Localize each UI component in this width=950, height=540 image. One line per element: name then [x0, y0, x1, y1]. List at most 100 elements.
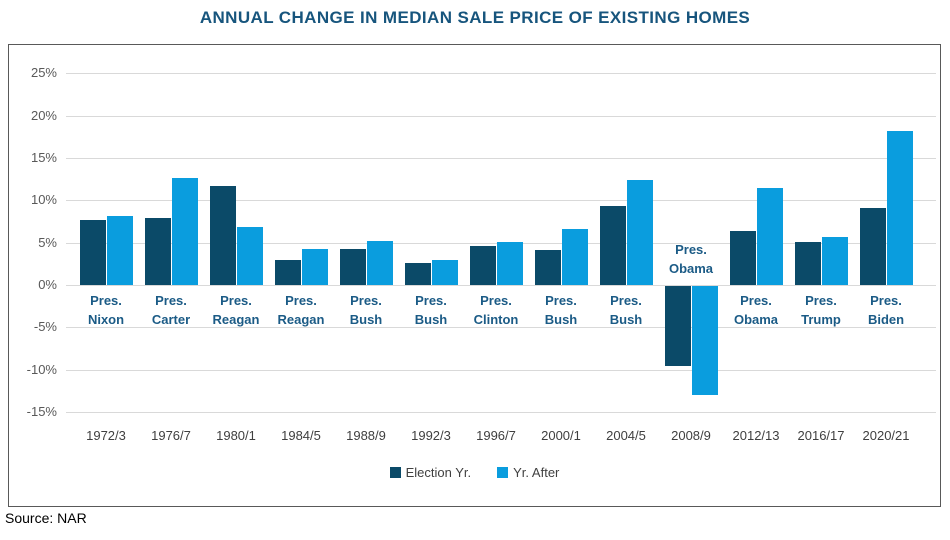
president-label: Pres. Reagan [193, 291, 279, 329]
president-label-line: Pres. [610, 293, 642, 308]
y-axis-tick-label: 0% [38, 277, 57, 292]
president-label-line: Pres. [90, 293, 122, 308]
legend-item-yr-after: Yr. After [497, 465, 559, 480]
bar-yr-after [562, 229, 588, 285]
president-label-line: Obama [668, 261, 714, 276]
y-axis-tick-label: -5% [33, 319, 57, 335]
president-label-line: Pres. [155, 293, 187, 308]
president-label-line: Pres. [675, 242, 707, 257]
bar-election-yr [535, 250, 561, 285]
president-label-line: Pres. [285, 293, 317, 308]
x-axis-tick-label: 1976/7 [151, 428, 191, 443]
x-axis-tick-label: 1996/7 [476, 428, 516, 443]
president-label-line: Bush [609, 312, 643, 327]
president-label-line: Obama [733, 312, 779, 327]
bar-yr-after [367, 240, 393, 285]
gridline [66, 327, 936, 329]
bar-yr-after [692, 286, 718, 396]
legend-label-election-yr: Election Yr. [405, 465, 472, 480]
president-label-line: Reagan [212, 312, 260, 327]
president-label-line: Pres. [350, 293, 382, 308]
president-label: Pres. Obama [713, 291, 799, 329]
x-axis-tick-label: 2000/1 [541, 428, 581, 443]
chart-frame: 25% 20% 15% 10% 5% 0% -5% -10% -15% Pres. Nixon 197… [8, 44, 941, 507]
bar-election-yr [470, 246, 496, 285]
president-label-line: Biden [867, 312, 905, 327]
bar-election-yr [405, 262, 431, 285]
president-label-line: Carter [151, 312, 191, 327]
legend-label-yr-after: Yr. After [513, 465, 560, 480]
bar-yr-after [302, 248, 328, 285]
bar-yr-after [822, 236, 848, 285]
bar-yr-after [237, 227, 263, 285]
x-axis-tick-label: 1980/1 [216, 428, 256, 443]
bar-yr-after [432, 259, 458, 285]
bar-yr-after [757, 187, 783, 285]
y-axis-tick-label: 25% [30, 65, 57, 81]
y-axis-tick-label: 15% [30, 149, 57, 165]
bar-election-yr [795, 241, 821, 285]
president-label-line: Nixon [87, 312, 125, 327]
x-axis-tick-label: 1972/3 [86, 428, 126, 443]
bar-yr-after [107, 215, 133, 285]
gridline [66, 157, 936, 159]
bar-election-yr [600, 206, 626, 285]
x-axis-tick-label: 1984/5 [281, 428, 321, 443]
president-label: Pres. Bush [518, 291, 604, 329]
bar-election-yr [80, 219, 106, 285]
legend-swatch-yr-after-icon [497, 467, 509, 478]
y-axis-tick-label: 10% [30, 192, 57, 208]
bar-yr-after [172, 178, 198, 285]
legend-swatch-election-yr-icon [389, 467, 401, 478]
president-label: Pres. Clinton [453, 291, 539, 329]
gridline [66, 73, 936, 75]
gridline [66, 200, 936, 202]
legend-item-election-yr: Election Yr. [389, 465, 472, 480]
president-label: Pres. Obama [648, 240, 734, 278]
bar-election-yr [860, 207, 886, 285]
president-label: Pres. Biden [843, 291, 929, 329]
bar-election-yr [340, 248, 366, 285]
x-axis-tick-label: 2004/5 [606, 428, 646, 443]
gridline [66, 412, 936, 414]
bar-election-yr [145, 218, 171, 285]
bar-yr-after [627, 179, 653, 285]
source-note: Source: NAR [5, 510, 87, 526]
gridline [66, 115, 936, 117]
bar-election-yr [210, 185, 236, 285]
president-label-line: Pres. [740, 293, 772, 308]
president-label: Pres. Bush [388, 291, 474, 329]
x-axis-tick-label: 2012/13 [732, 428, 780, 443]
president-label: Pres. Trump [778, 291, 864, 329]
president-label-line: Pres. [545, 293, 577, 308]
x-axis-tick-label: 1992/3 [411, 428, 451, 443]
president-label: Pres. Nixon [63, 291, 149, 329]
president-label: Pres. Carter [128, 291, 214, 329]
bar-election-yr [730, 230, 756, 285]
bar-election-yr [275, 259, 301, 285]
president-label-line: Clinton [473, 312, 519, 327]
president-label-line: Pres. [870, 293, 902, 308]
y-axis-tick-label: 5% [38, 234, 57, 250]
bar-election-yr [665, 286, 691, 367]
legend: Election Yr. Yr. After [9, 465, 940, 480]
y-axis-tick-label: 20% [30, 107, 57, 123]
y-axis-tick-label: -10% [26, 361, 57, 377]
president-label-line: Bush [349, 312, 383, 327]
president-label-line: Pres. [415, 293, 447, 308]
president-label-line: Bush [544, 312, 578, 327]
president-label-line: Bush [414, 312, 448, 327]
president-label-line: Pres. [480, 293, 512, 308]
president-label: Pres. Bush [323, 291, 409, 329]
bar-yr-after [887, 130, 913, 285]
x-axis-tick-label: 2008/9 [671, 428, 711, 443]
x-axis-tick-label: 1988/9 [346, 428, 386, 443]
president-label-line: Pres. [805, 293, 837, 308]
president-label: Pres. Bush [583, 291, 669, 329]
x-axis-tick-label: 2020/21 [862, 428, 910, 443]
y-axis-tick-label: -15% [26, 404, 57, 420]
president-label-line: Pres. [220, 293, 252, 308]
gridline [66, 369, 936, 371]
president-label: Pres. Reagan [258, 291, 344, 329]
